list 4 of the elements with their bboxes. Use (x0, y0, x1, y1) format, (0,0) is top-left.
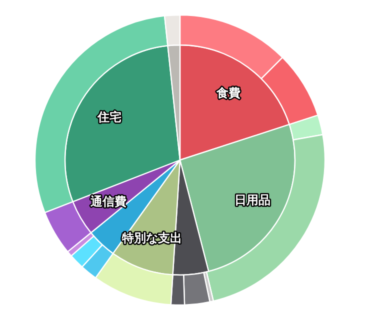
slice-label: 通信費 (89, 194, 126, 209)
slice-label: 日用品 (234, 192, 271, 207)
slice-label: 食費 (216, 86, 241, 100)
slice-label: 住宅 (96, 110, 122, 124)
